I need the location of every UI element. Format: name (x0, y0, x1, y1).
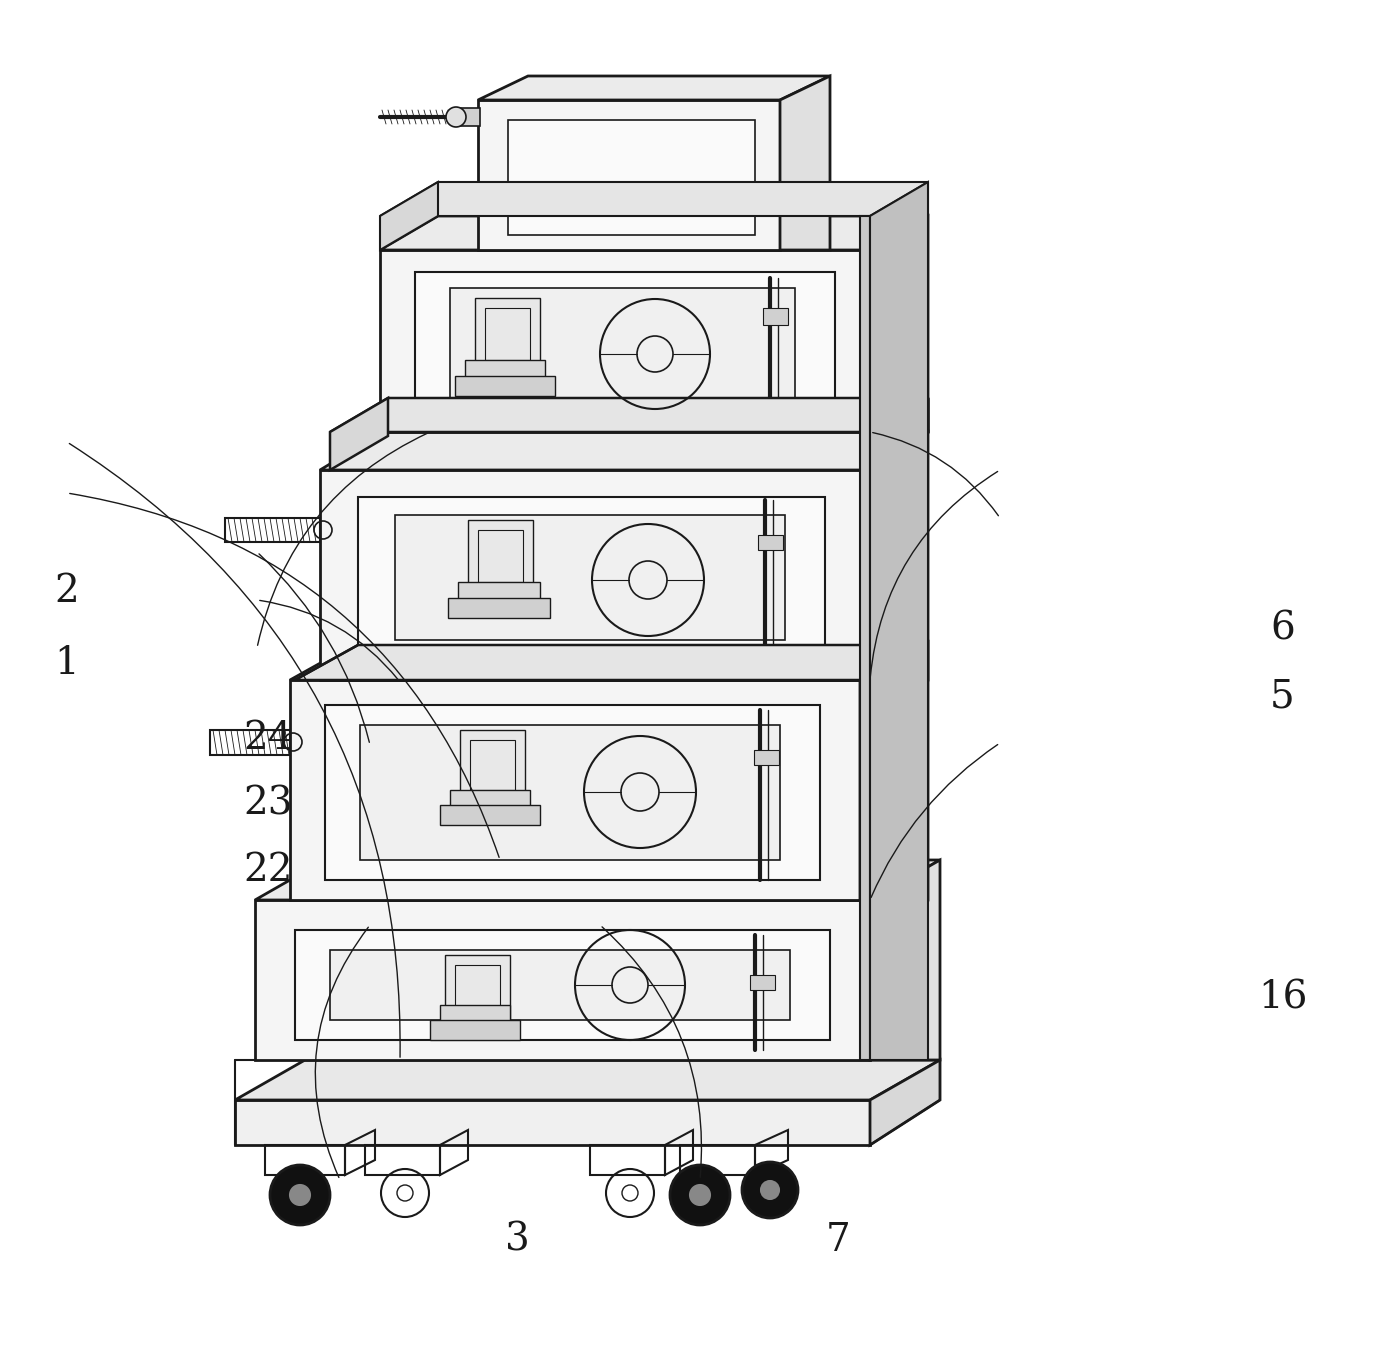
Polygon shape (291, 642, 928, 681)
Circle shape (761, 1181, 780, 1198)
Polygon shape (870, 182, 928, 1060)
Polygon shape (861, 217, 870, 1060)
Text: 7: 7 (826, 1221, 851, 1259)
Circle shape (742, 1162, 798, 1219)
Text: 24: 24 (243, 720, 293, 757)
Polygon shape (291, 681, 861, 900)
Polygon shape (320, 469, 865, 681)
Circle shape (671, 1165, 731, 1225)
Circle shape (270, 1165, 330, 1225)
Polygon shape (446, 955, 510, 1025)
Polygon shape (465, 360, 545, 378)
Polygon shape (430, 1020, 520, 1040)
Text: 3: 3 (504, 1221, 529, 1259)
Polygon shape (763, 308, 788, 325)
Polygon shape (865, 432, 928, 681)
Text: 5: 5 (1270, 678, 1295, 716)
Polygon shape (235, 1100, 870, 1145)
Polygon shape (468, 521, 534, 590)
Text: 16: 16 (1257, 979, 1308, 1017)
Polygon shape (295, 929, 830, 1040)
Polygon shape (475, 299, 541, 369)
Polygon shape (455, 377, 555, 395)
Polygon shape (380, 250, 870, 432)
Polygon shape (460, 730, 525, 800)
Polygon shape (870, 859, 940, 1060)
Polygon shape (330, 398, 928, 432)
Polygon shape (478, 77, 830, 100)
Polygon shape (450, 288, 795, 399)
Polygon shape (440, 1005, 510, 1025)
Polygon shape (360, 725, 780, 859)
Polygon shape (450, 790, 529, 810)
Polygon shape (330, 398, 388, 469)
Text: 6: 6 (1270, 611, 1295, 648)
Polygon shape (330, 950, 789, 1020)
Polygon shape (754, 751, 780, 765)
Polygon shape (256, 900, 870, 1060)
Polygon shape (780, 77, 830, 250)
Polygon shape (326, 705, 820, 880)
Text: 1: 1 (54, 644, 80, 682)
Polygon shape (870, 217, 928, 432)
Polygon shape (759, 535, 782, 550)
Polygon shape (380, 217, 928, 250)
Polygon shape (380, 182, 928, 217)
Polygon shape (458, 582, 541, 600)
Circle shape (690, 1185, 710, 1205)
Text: 2: 2 (54, 573, 80, 611)
Polygon shape (380, 182, 439, 250)
Polygon shape (415, 272, 835, 418)
Text: 23: 23 (243, 785, 293, 823)
Polygon shape (256, 859, 940, 900)
Polygon shape (478, 100, 780, 250)
Polygon shape (320, 432, 928, 469)
Polygon shape (448, 599, 550, 617)
Polygon shape (870, 1060, 940, 1145)
Polygon shape (509, 120, 754, 235)
Polygon shape (440, 806, 541, 824)
Polygon shape (295, 646, 928, 681)
Polygon shape (235, 1060, 940, 1100)
Text: 22: 22 (243, 851, 293, 889)
Polygon shape (395, 515, 785, 640)
Polygon shape (861, 642, 928, 900)
Circle shape (446, 108, 467, 126)
Polygon shape (453, 108, 481, 126)
Circle shape (291, 1185, 310, 1205)
Polygon shape (358, 498, 826, 658)
Polygon shape (750, 975, 775, 990)
